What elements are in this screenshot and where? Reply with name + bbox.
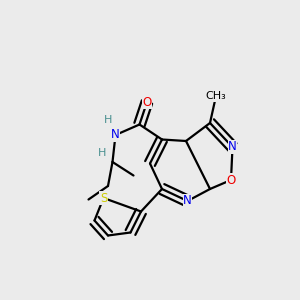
Text: CH₃: CH₃ bbox=[206, 91, 226, 101]
Text: O: O bbox=[142, 95, 152, 109]
Text: O: O bbox=[226, 173, 236, 187]
Text: H: H bbox=[104, 115, 112, 125]
Text: H: H bbox=[98, 148, 106, 158]
Text: N: N bbox=[111, 128, 120, 142]
Text: S: S bbox=[100, 191, 107, 205]
Text: N: N bbox=[228, 140, 237, 154]
Text: N: N bbox=[183, 194, 192, 208]
